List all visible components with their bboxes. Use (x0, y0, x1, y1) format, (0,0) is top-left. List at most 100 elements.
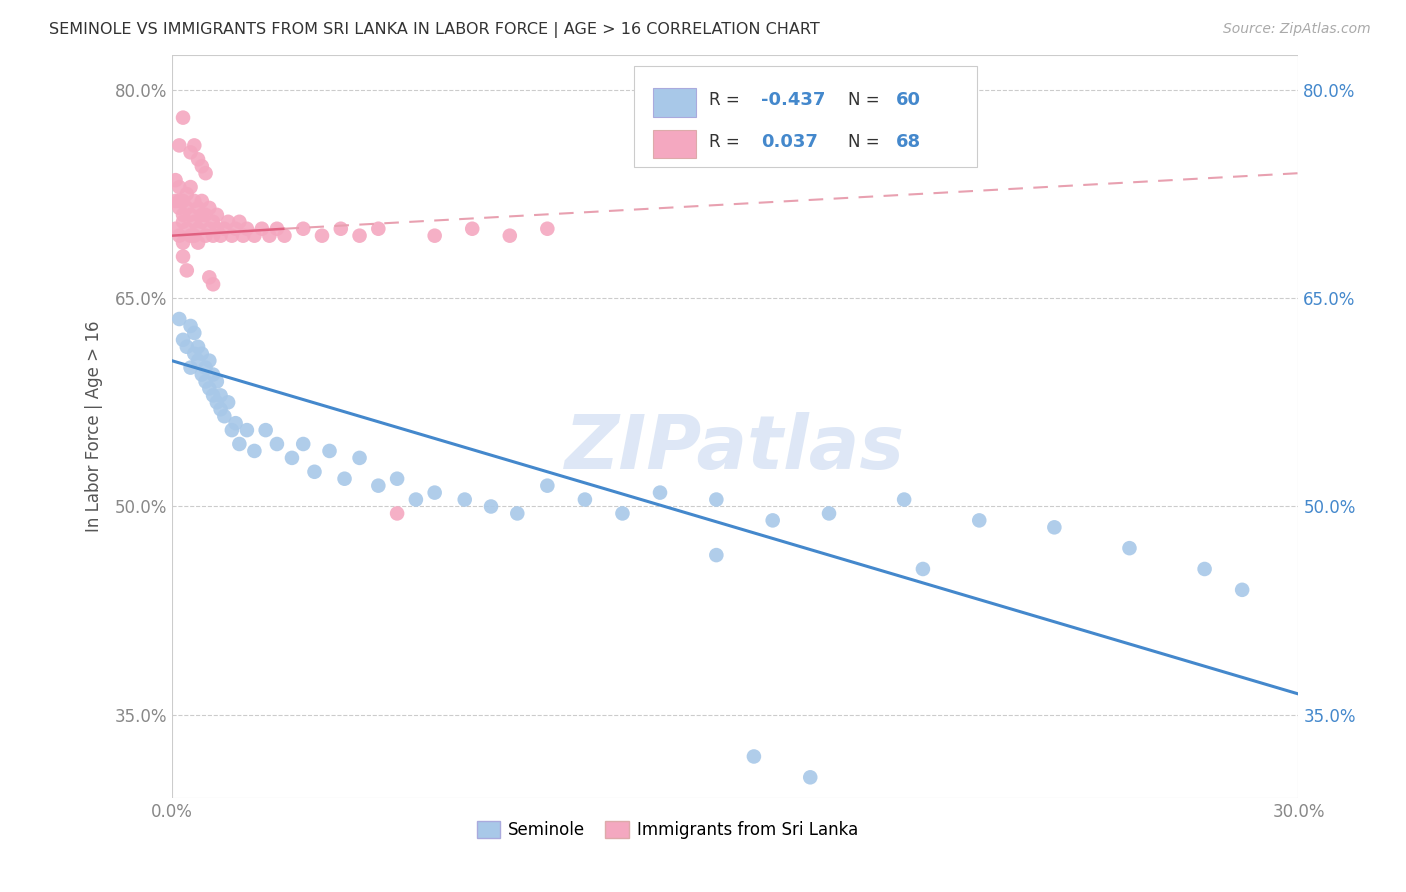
Text: N =: N = (848, 91, 884, 109)
Point (304, 465, 326, 479)
Point (172, 333, 194, 347)
Text: 68: 68 (896, 133, 921, 151)
Point (194, 166, 217, 180)
Text: SEMINOLE VS IMMIGRANTS FROM SRI LANKA IN LABOR FORCE | AGE > 16 CORRELATION CHAR: SEMINOLE VS IMMIGRANTS FROM SRI LANKA IN… (49, 22, 820, 38)
Point (183, 326, 205, 340)
Point (187, 221, 209, 235)
Point (191, 347, 214, 361)
Point (506, 507, 529, 521)
Point (172, 208, 194, 222)
Point (349, 228, 371, 243)
Point (180, 318, 202, 333)
Point (911, 562, 934, 576)
Point (172, 235, 194, 250)
Point (183, 228, 205, 243)
Point (333, 472, 356, 486)
Point (202, 368, 225, 382)
Point (191, 194, 214, 208)
Point (225, 221, 247, 235)
Point (423, 485, 446, 500)
Point (191, 368, 214, 382)
Point (194, 208, 217, 222)
Point (536, 478, 558, 492)
Point (194, 375, 217, 389)
Point (198, 221, 221, 235)
Point (385, 472, 408, 486)
Point (236, 221, 259, 235)
Point (165, 194, 187, 208)
Point (236, 423, 259, 437)
Point (180, 145, 202, 160)
Point (169, 194, 191, 208)
Point (202, 277, 225, 292)
Point (648, 485, 671, 500)
Point (1194, 562, 1216, 576)
Point (893, 492, 915, 507)
Point (176, 187, 198, 202)
Point (574, 492, 596, 507)
Point (205, 395, 228, 409)
Point (454, 492, 477, 507)
Point (198, 270, 221, 285)
Point (183, 215, 205, 229)
Point (250, 221, 273, 235)
Point (254, 423, 277, 437)
Point (612, 507, 634, 521)
Point (967, 513, 990, 527)
Point (281, 450, 304, 465)
Point (176, 201, 198, 215)
Point (180, 180, 202, 194)
Text: R =: R = (709, 133, 745, 151)
Point (818, 507, 841, 521)
Point (799, 770, 821, 784)
Point (214, 221, 236, 235)
Point (232, 228, 254, 243)
Point (292, 437, 315, 451)
Point (165, 221, 187, 235)
Point (187, 153, 209, 167)
Point (205, 375, 228, 389)
Point (169, 138, 191, 153)
Point (228, 215, 250, 229)
Point (187, 353, 209, 368)
Legend: Seminole, Immigrants from Sri Lanka: Seminole, Immigrants from Sri Lanka (470, 814, 865, 846)
Text: -0.437: -0.437 (761, 91, 825, 109)
Point (536, 221, 558, 235)
Point (762, 513, 785, 527)
Point (169, 180, 191, 194)
Point (202, 228, 225, 243)
Point (198, 201, 221, 215)
Point (187, 340, 209, 354)
Point (243, 444, 266, 458)
Point (176, 340, 198, 354)
Point (266, 221, 288, 235)
Point (704, 548, 727, 562)
Point (176, 221, 198, 235)
Point (172, 215, 194, 229)
Point (169, 228, 191, 243)
Point (479, 500, 502, 514)
Point (194, 228, 217, 243)
Point (183, 138, 205, 153)
Point (217, 395, 239, 409)
Point (423, 228, 446, 243)
Point (187, 235, 209, 250)
Point (349, 450, 371, 465)
Point (1043, 520, 1066, 534)
Point (1230, 582, 1253, 597)
Text: R =: R = (709, 91, 745, 109)
Point (183, 347, 205, 361)
Bar (652, 88, 696, 117)
Point (187, 201, 209, 215)
Point (209, 402, 232, 417)
Point (405, 492, 427, 507)
Point (172, 194, 194, 208)
Bar (652, 130, 696, 158)
Point (311, 228, 333, 243)
Point (198, 381, 221, 395)
Point (318, 444, 340, 458)
Point (221, 228, 243, 243)
Point (172, 250, 194, 264)
Point (266, 437, 288, 451)
Point (183, 194, 205, 208)
